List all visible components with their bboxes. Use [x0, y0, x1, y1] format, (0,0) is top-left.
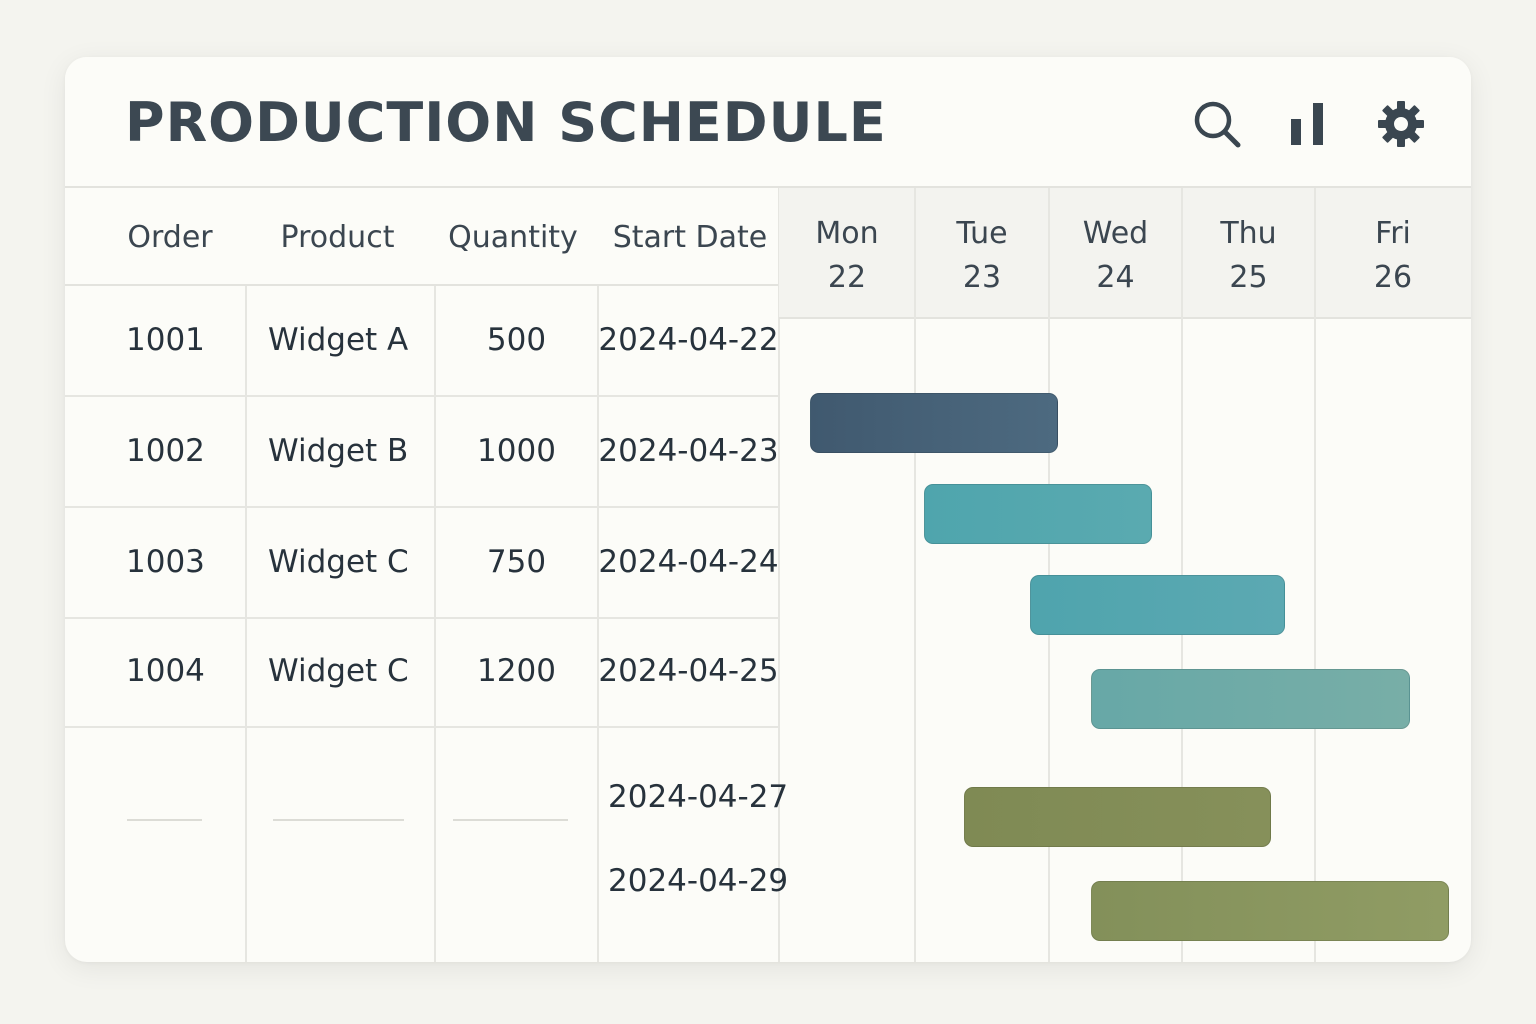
gantt-grid-line [914, 188, 916, 962]
product-cell: Widget C [268, 544, 409, 580]
day-date: 26 [1373, 260, 1413, 295]
order-cell: 1003 [126, 544, 205, 580]
search-icon[interactable] [1192, 99, 1242, 149]
quantity-cell: 1200 [477, 653, 556, 689]
gantt-bar[interactable] [1091, 669, 1410, 729]
table-row[interactable]: 1003 Widget C 750 2024-04-24 [65, 508, 779, 619]
day-date: 24 [1096, 260, 1135, 295]
quantity-cell: 500 [486, 322, 547, 358]
column-divider [245, 286, 247, 962]
toolbar [1192, 97, 1426, 151]
bar-chart-icon[interactable] [1284, 99, 1334, 149]
page-title: PRODUCTION SCHEDULE [125, 91, 887, 154]
order-cell: 1001 [126, 322, 205, 358]
start-date-cell: 2024-04-24 [598, 544, 779, 580]
day-date: 25 [1229, 260, 1268, 295]
gantt-bar[interactable] [924, 484, 1153, 544]
column-header-order[interactable]: Order [127, 220, 213, 255]
order-cell: 1002 [126, 433, 205, 469]
empty-product-placeholder [273, 819, 404, 821]
column-divider [434, 286, 436, 962]
day-header-mon: Mon 22 [779, 188, 915, 317]
column-divider [597, 286, 599, 962]
gantt-header: Mon 22 Tue 23 Wed 24 Thu 25 Fri 26 [779, 188, 1471, 319]
start-date-cell: 2024-04-23 [598, 433, 779, 469]
start-date-cell: 2024-04-25 [598, 653, 779, 689]
table-gantt-divider [778, 188, 780, 962]
gantt-bar[interactable] [1091, 881, 1449, 941]
order-cell: 1004 [126, 653, 205, 689]
day-name: Thu [1220, 216, 1277, 251]
product-cell: Widget A [268, 322, 409, 358]
quantity-cell: 750 [486, 544, 547, 580]
column-header-quantity[interactable]: Quantity [448, 220, 578, 255]
start-date-cell: 2024-04-22 [598, 322, 779, 358]
day-header-fri: Fri 26 [1315, 188, 1471, 317]
column-header-start-date[interactable]: Start Date [612, 220, 768, 255]
day-header-tue: Tue 23 [915, 188, 1049, 317]
day-name: Fri [1375, 216, 1411, 251]
gantt-chart: Mon 22 Tue 23 Wed 24 Thu 25 Fri 26 [779, 188, 1471, 962]
gantt-bar[interactable] [1029, 575, 1286, 635]
table-row[interactable]: 1004 Widget C 1200 2024-04-25 [65, 617, 779, 728]
gantt-bar[interactable] [964, 787, 1271, 847]
day-name: Mon [815, 216, 879, 251]
header: PRODUCTION SCHEDULE [65, 57, 1471, 188]
gantt-bar[interactable] [809, 393, 1058, 453]
quantity-cell: 1000 [477, 433, 556, 469]
product-cell: Widget B [268, 433, 409, 469]
column-header-product[interactable]: Product [280, 220, 395, 255]
gear-icon[interactable] [1376, 99, 1426, 149]
empty-order-placeholder [127, 819, 202, 821]
table-row[interactable]: 1002 Widget B 1000 2024-04-23 [65, 397, 779, 508]
day-header-wed: Wed 24 [1049, 188, 1182, 317]
table-row[interactable]: 1001 Widget A 500 2024-04-22 [65, 286, 779, 397]
day-date: 23 [962, 260, 1002, 295]
day-name: Tue [956, 216, 1008, 251]
day-name: Wed [1082, 216, 1149, 251]
day-header-thu: Thu 25 [1182, 188, 1315, 317]
gantt-grid-line [1314, 188, 1316, 962]
start-date-extra: 2024-04-27 [608, 779, 789, 815]
day-date: 22 [827, 260, 867, 295]
table-header: Order Product Quantity Start Date [65, 188, 779, 286]
empty-quantity-placeholder [453, 819, 568, 821]
schedule-card: PRODUCTION SCHEDULE [65, 57, 1471, 962]
product-cell: Widget C [268, 653, 409, 689]
start-date-extra: 2024-04-29 [608, 863, 789, 899]
